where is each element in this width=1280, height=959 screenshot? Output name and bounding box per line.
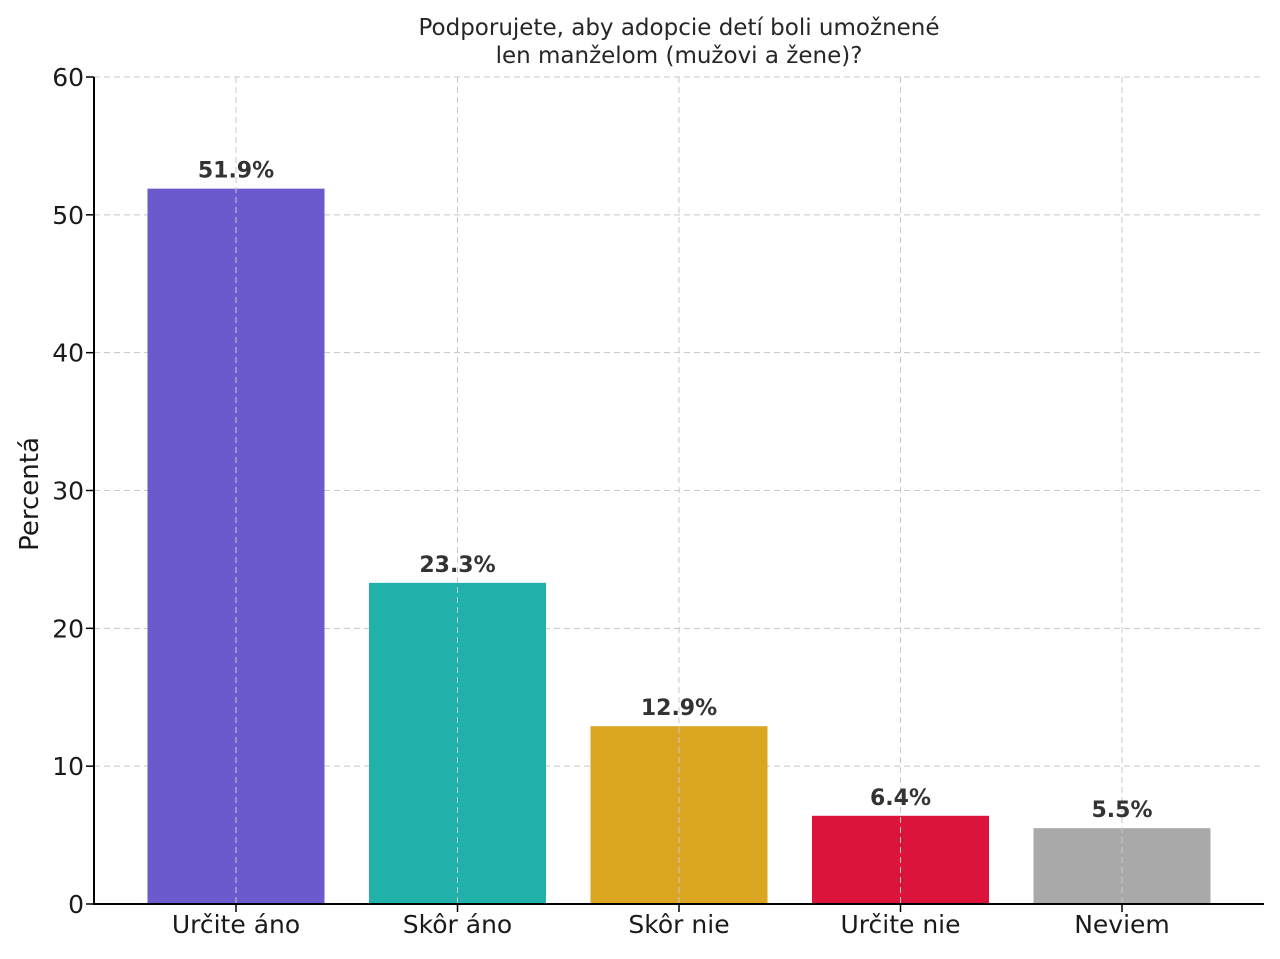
y-tick-label: 20 bbox=[52, 614, 84, 643]
data-label: 12.9% bbox=[641, 696, 717, 721]
y-tick-label: 50 bbox=[52, 201, 84, 230]
data-label: 51.9% bbox=[198, 159, 274, 184]
y-axis-ticks: 0 10 20 30 40 50 60 bbox=[52, 63, 94, 919]
chart-title-line-1: Podporujete, aby adopcie detí boli umožn… bbox=[418, 15, 939, 41]
chart-title-line-2: len manželom (mužovi a žene)? bbox=[496, 43, 863, 69]
x-tick-label: Určite nie bbox=[840, 910, 960, 939]
x-tick-label: Skôr áno bbox=[403, 910, 512, 939]
y-axis-label: Percentá bbox=[15, 437, 45, 551]
data-label: 5.5% bbox=[1091, 798, 1152, 823]
data-labels: 51.9% 23.3% 12.9% 6.4% 5.5% bbox=[198, 159, 1153, 824]
data-label: 6.4% bbox=[870, 786, 931, 811]
y-tick-label: 0 bbox=[68, 890, 84, 919]
x-tick-label: Určite áno bbox=[172, 910, 300, 939]
x-tick-label: Neviem bbox=[1074, 910, 1170, 939]
chart-title: Podporujete, aby adopcie detí boli umožn… bbox=[418, 15, 939, 69]
bar bbox=[590, 726, 768, 904]
x-tick-label: Skôr nie bbox=[628, 910, 729, 939]
vertical-grid bbox=[235, 77, 1123, 904]
y-tick-label: 60 bbox=[52, 63, 84, 92]
data-label: 23.3% bbox=[419, 553, 495, 578]
bars bbox=[147, 188, 1211, 904]
y-tick-label: 30 bbox=[52, 477, 84, 506]
bar bbox=[147, 188, 325, 904]
y-tick-label: 40 bbox=[52, 339, 84, 368]
x-axis-ticks: Určite áno Skôr áno Skôr nie Určite nie Nevi… bbox=[172, 904, 1170, 939]
y-tick-label: 10 bbox=[52, 752, 84, 781]
